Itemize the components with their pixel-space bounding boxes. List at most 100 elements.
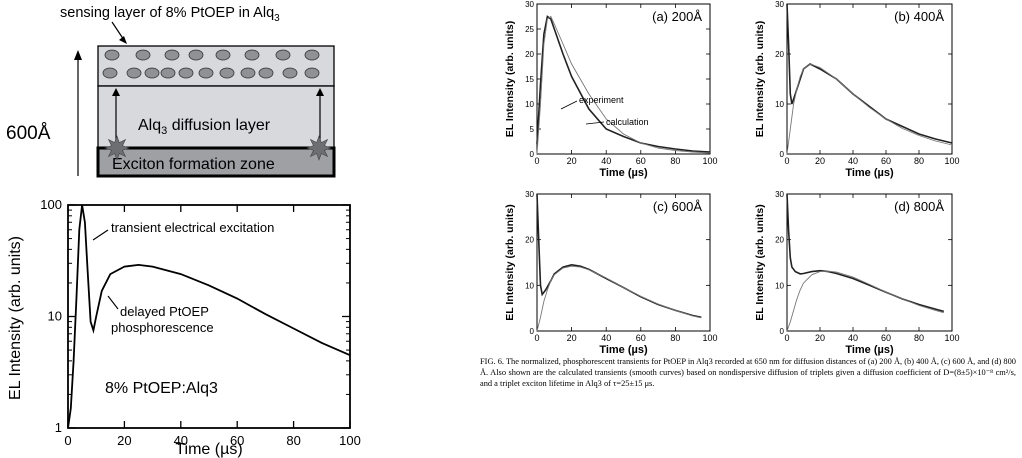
- panel-frame: [786, 3, 953, 155]
- legend-experiment-arrow: [560, 100, 578, 110]
- panel-y-tick-label: 20: [525, 50, 534, 59]
- main-y-tick-label: 1: [55, 420, 62, 435]
- panel-y-tick-label: 0: [530, 150, 535, 159]
- main-x-axis-label: Time (µs): [175, 441, 242, 458]
- main-chart: 0 20 40 60 80 100 1 10 100 EL Intensity (arb. un…: [7, 197, 361, 458]
- panel-y-tick-label: 20: [775, 236, 784, 245]
- panel-y-tick-label: 30: [775, 0, 784, 9]
- panel-x-tick-label: 100: [944, 156, 959, 166]
- ptoep-molecule: [144, 67, 160, 79]
- figure-caption: FIG. 6. The normalized, phosphorescent t…: [480, 357, 1016, 388]
- diffusion-layer-label: Alq3 diffusion layer: [138, 117, 271, 137]
- panel-x-tick-label: 100: [702, 333, 717, 343]
- panel-label: (d) 800Å: [894, 199, 944, 214]
- panel-y-tick-label: 0: [780, 150, 785, 159]
- panel-x-tick-label: 60: [881, 156, 891, 166]
- panel-x-tick-label: 100: [944, 333, 959, 343]
- main-x-tick-label: 60: [230, 433, 244, 448]
- panel-y-axis-label: EL Intensity (arb. units): [504, 21, 516, 137]
- panel-x-tick-label: 40: [848, 156, 858, 166]
- calculation-curve: [536, 15, 711, 155]
- panel-x-tick-label: 60: [881, 333, 891, 343]
- panel-y-tick-label: 10: [525, 100, 534, 109]
- sensing-layer-label: sensing layer of 8% PtOEP in Alq3: [60, 5, 280, 24]
- panel-y-tick-label: 30: [775, 190, 784, 199]
- panel-b: 0 20 40 60 80 100 0 10 20 30 (b) 400Å EL Intensity …: [754, 0, 960, 179]
- panel-y-tick-label: 10: [775, 281, 784, 290]
- ptoep-molecule: [104, 49, 120, 61]
- ptoep-molecule: [126, 67, 142, 79]
- panel-y-axis-label: EL Intensity (arb. units): [504, 204, 516, 320]
- panel-y-axis-label: EL Intensity (arb. units): [754, 21, 766, 137]
- panel-x-axis-label: Time (µs): [599, 167, 648, 179]
- panel-x-tick-label: 0: [534, 333, 539, 343]
- ptoep-molecule: [188, 49, 204, 61]
- ptoep-molecule: [304, 67, 320, 79]
- sensing-label-arrow: [111, 21, 125, 41]
- panel-y-tick-label: 25: [525, 25, 534, 34]
- main-x-tick-label: 100: [339, 433, 361, 448]
- experiment-curve: [786, 3, 953, 144]
- device-schematic: sensing layer of 8% PtOEP in Alq3 Alq3 d…: [6, 5, 336, 178]
- panel-x-tick-label: 0: [534, 156, 539, 166]
- ptoep-molecule: [282, 67, 298, 79]
- ptoep-molecule: [219, 67, 235, 79]
- panel-y-tick-label: 0: [530, 327, 535, 336]
- main-x-tick-label: 20: [117, 433, 131, 448]
- legend-calculation-label: calculation: [606, 117, 649, 127]
- main-series-line: [67, 204, 351, 429]
- ptoep-molecule: [244, 49, 260, 61]
- panel-y-tick-label: 10: [525, 281, 534, 290]
- diffusion-layer: [97, 85, 335, 149]
- ptoep-molecule: [240, 67, 256, 79]
- annotation-phosphorescence: phosphorescence: [111, 320, 214, 335]
- ptoep-molecule: [215, 49, 231, 61]
- panel-x-axis-label: Time (µs): [845, 344, 894, 356]
- main-x-tick-label: 40: [174, 433, 188, 448]
- panel-y-axis-label: EL Intensity (arb. units): [754, 204, 766, 320]
- panel-d: 0 20 40 60 80 100 0 10 20 30 (d) 800Å EL Intensity …: [754, 190, 960, 356]
- exciton-formation-zone: [96, 146, 336, 178]
- main-x-tick-label: 0: [64, 433, 71, 448]
- calculation-curve: [786, 63, 953, 155]
- main-y-tick-label: 100: [40, 197, 62, 212]
- panel-x-tick-label: 0: [784, 333, 789, 343]
- sensing-layer: [97, 45, 335, 87]
- panel-y-tick-label: 10: [775, 100, 784, 109]
- main-sample-label: 8% PtOEP:Alq3: [105, 380, 218, 397]
- panel-a: 0 20 40 60 80 100 0 5 10 15 20 25 30 (a) 200Å EL Inten…: [504, 0, 718, 179]
- ptoep-molecule: [135, 49, 151, 61]
- panel-frame: [536, 3, 711, 155]
- panel-x-tick-label: 20: [567, 156, 577, 166]
- main-y-tick-label: 10: [48, 309, 62, 324]
- ptoep-molecule: [164, 49, 180, 61]
- ptoep-molecule: [160, 67, 176, 79]
- panel-x-tick-label: 40: [848, 333, 858, 343]
- thickness-arrowhead: [74, 50, 82, 60]
- panel-label: (b) 400Å: [894, 9, 944, 24]
- panel-y-tick-label: 30: [525, 0, 534, 9]
- legend-experiment-label: experiment: [579, 95, 624, 105]
- panel-x-axis-label: Time (µs): [845, 167, 894, 179]
- diffusion-arrowhead-right: [316, 88, 324, 96]
- exciton-burst-right-icon: [306, 135, 332, 161]
- panel-y-tick-label: 20: [775, 50, 784, 59]
- ptoep-molecules: [102, 49, 320, 79]
- panel-x-tick-label: 20: [815, 156, 825, 166]
- ptoep-molecule: [304, 49, 320, 61]
- sensing-label-arrowhead: [119, 36, 127, 44]
- main-y-axis-label: EL Intensity (arb. units): [7, 236, 24, 400]
- panel-x-tick-label: 80: [914, 333, 924, 343]
- panel-x-tick-label: 60: [636, 333, 646, 343]
- panel-x-tick-label: 20: [815, 333, 825, 343]
- calculation-curve: [786, 270, 944, 332]
- panel-x-tick-label: 0: [784, 156, 789, 166]
- panel-y-tick-label: 15: [525, 75, 534, 84]
- panel-x-tick-label: 20: [567, 333, 577, 343]
- panel-x-tick-label: 80: [670, 333, 680, 343]
- ptoep-molecule: [102, 67, 118, 79]
- ptoep-molecule: [178, 67, 194, 79]
- panel-x-tick-label: 80: [670, 156, 680, 166]
- ptoep-molecule: [198, 67, 214, 79]
